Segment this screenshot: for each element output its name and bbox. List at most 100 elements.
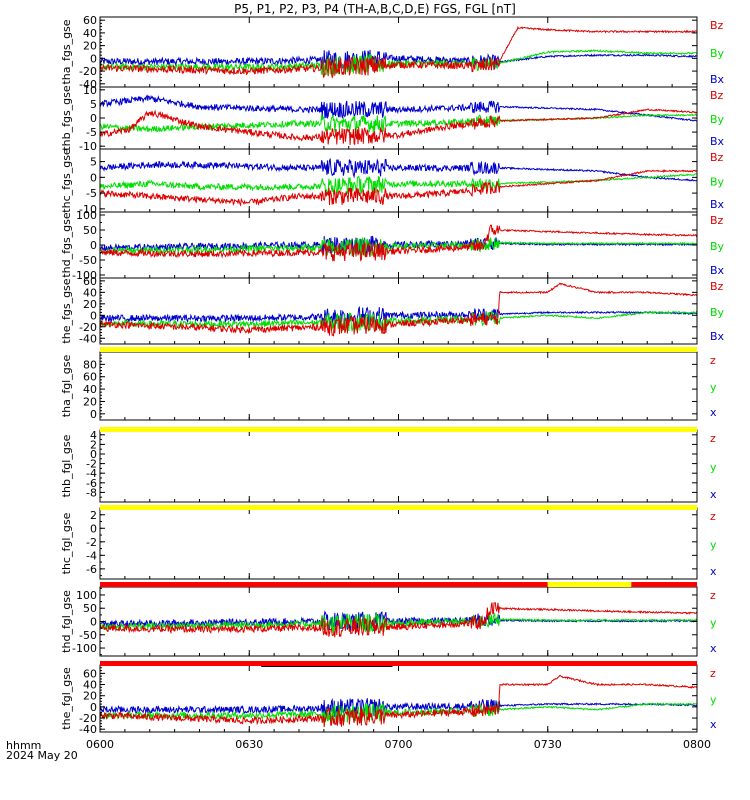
panel-tha_fgl_gse [99,351,698,421]
panel-thd_fgs_gse [99,211,698,279]
y-tick-label: -10 [79,203,97,216]
series-line-thd_fgs_gse-z [99,224,698,262]
y-axis-label: thd_fgs_gse [60,212,73,278]
y-tick-label: 10 [83,84,97,97]
x-tick-label: 0700 [385,738,413,751]
legend-entry: By [710,306,725,319]
series-line-the_fgl_gse-z [99,675,698,728]
panel-thb_fgs_gse [99,86,698,150]
panel-frame [99,507,698,580]
x-tick-label: 0630 [235,738,263,751]
legend-entry: Bx [710,135,725,148]
y-tick-label: 0 [90,522,97,535]
x-tick-label: 0600 [86,738,114,751]
y-tick-label: 0 [90,616,97,629]
y-axis-label: the_fgl_gse [60,667,73,730]
panel-thb_fgl_gse [99,429,698,503]
legend-entry: y [710,694,717,707]
legend-entry: By [710,176,725,189]
y-axis-label: thc_fgl_gse [60,512,73,574]
y-tick-label: 20 [83,395,97,408]
legend-entry: By [710,113,725,126]
y-axis-label: thc_fgs_gse [60,148,73,213]
y-tick-label: 2 [90,438,97,451]
series-line-thc_fgs_gse-y [99,173,698,196]
y-axis-label: the_fgs_gse [60,278,73,343]
legend-entry: x [710,642,717,655]
y-tick-label: -8 [86,486,97,499]
y-tick-label: 50 [83,224,97,237]
status-bar-segment [100,582,548,587]
y-tick-label: 0 [90,52,97,65]
panel-frame [99,148,698,213]
y-tick-label: -5 [86,187,97,200]
y-tick-label: 4 [90,429,97,442]
y-tick-label: 0 [90,408,97,421]
y-tick-label: 40 [83,679,97,692]
y-tick-label: 20 [83,298,97,311]
y-tick-label: -50 [79,629,97,642]
panel-thc_fgs_gse [99,148,698,213]
panel-thc_fgl_gse [99,507,698,580]
y-tick-label: -100 [72,642,97,655]
legend-entry: Bx [710,330,725,343]
legend-entry: y [710,461,717,474]
status-bar-segment [100,505,697,510]
y-tick-label: -6 [86,477,97,490]
y-tick-label: 40 [83,27,97,40]
legend-entry: x [710,718,717,731]
status-bar-segment [100,661,697,666]
series-line-thd_fgs_gse-x [99,235,698,256]
legend-entry: z [710,667,716,680]
legend-entry: Bz [710,214,724,227]
y-tick-label: -50 [79,254,97,267]
status-bar-segment [631,582,697,587]
y-tick-label: 20 [83,690,97,703]
legend-entry: z [710,354,716,367]
y-tick-label: -20 [79,321,97,334]
y-tick-label: 0 [90,448,97,461]
legend-entry: By [710,47,725,60]
series-line-thb_fgs_gse-x [99,94,698,122]
y-tick-label: -2 [86,458,97,471]
legend-entry: x [710,488,717,501]
y-axis-label: thb_fgl_gse [60,434,73,497]
y-tick-label: -40 [79,723,97,736]
y-tick-label: -6 [86,563,97,576]
panel-the_fgl_gse [99,664,698,733]
y-tick-label: 50 [83,602,97,615]
panel-frame [99,664,698,733]
legend-entry: z [710,510,716,523]
legend-entry: Bz [710,89,724,102]
time-format-label: hhmm [6,739,42,752]
y-tick-label: -10 [79,140,97,153]
y-tick-label: -4 [86,467,97,480]
y-tick-label: -4 [86,549,97,562]
status-bar-segment [100,427,697,432]
y-axis-label: tha_fgs_gse [60,19,73,84]
x-tick-label: 0800 [683,738,711,751]
legend-entry: Bz [710,280,724,293]
series-line-the_fgl_gse-x [99,697,698,718]
legend-entry: y [710,617,717,630]
y-axis-label: thd_fgl_gse [60,590,73,653]
y-tick-label: -5 [86,126,97,139]
panel-thd_fgl_gse [99,586,698,657]
legend-entry: x [710,406,717,419]
y-tick-label: 0 [90,309,97,322]
legend-entry: Bx [710,73,725,86]
series-line-thc_fgs_gse-z [99,169,698,207]
y-tick-label: 40 [83,383,97,396]
legend-entry: Bx [710,264,725,277]
series-line-thb_fgs_gse-z [100,108,698,146]
legend-entry: y [710,381,717,394]
y-tick-label: 5 [90,98,97,111]
data-coverage-mark [261,666,393,667]
y-tick-label: 0 [90,701,97,714]
legend-entry: Bx [710,198,725,211]
status-bar-segment [100,347,697,352]
y-tick-label: 60 [83,667,97,680]
y-tick-label: 40 [83,286,97,299]
plot-title: P5, P1, P2, P3, P4 (TH-A,B,C,D,E) FGS, F… [234,2,516,16]
legend-entry: z [710,432,716,445]
